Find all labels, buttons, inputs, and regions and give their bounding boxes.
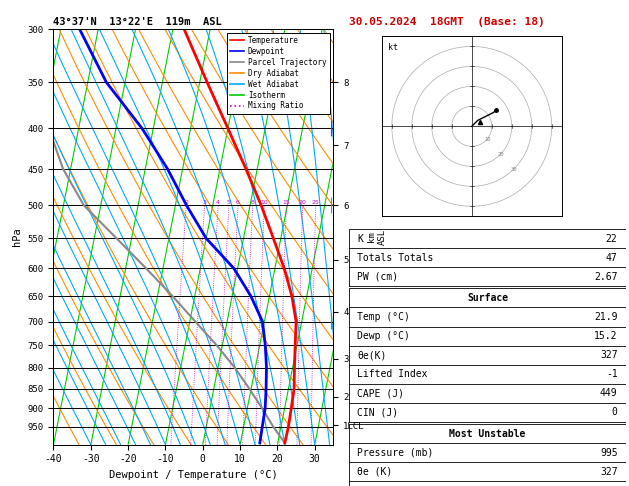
Text: 22: 22: [606, 234, 618, 243]
Text: 30.05.2024  18GMT  (Base: 18): 30.05.2024 18GMT (Base: 18): [349, 17, 545, 27]
Text: 10: 10: [260, 200, 268, 206]
Legend: Temperature, Dewpoint, Parcel Trajectory, Dry Adiabat, Wet Adiabat, Isotherm, Mi: Temperature, Dewpoint, Parcel Trajectory…: [227, 33, 330, 114]
Text: PW (cm): PW (cm): [357, 272, 399, 282]
Text: θe(K): θe(K): [357, 350, 387, 360]
Text: 449: 449: [600, 388, 618, 399]
Text: 4: 4: [216, 200, 220, 206]
Text: 327: 327: [600, 467, 618, 477]
Text: 30: 30: [511, 167, 517, 173]
Text: 20: 20: [299, 200, 306, 206]
Text: θe (K): θe (K): [357, 467, 392, 477]
Text: Totals Totals: Totals Totals: [357, 253, 434, 262]
Text: kt: kt: [388, 43, 398, 52]
Text: 21.9: 21.9: [594, 312, 618, 322]
Text: CIN (J): CIN (J): [357, 407, 399, 417]
Text: Surface: Surface: [467, 293, 508, 303]
Text: Temp (°C): Temp (°C): [357, 312, 410, 322]
Text: 15: 15: [282, 200, 290, 206]
Text: 5: 5: [227, 200, 231, 206]
X-axis label: Dewpoint / Temperature (°C): Dewpoint / Temperature (°C): [109, 470, 278, 480]
Y-axis label: hPa: hPa: [12, 227, 22, 246]
Text: 995: 995: [600, 448, 618, 458]
Text: 10: 10: [485, 138, 491, 142]
Text: Pressure (mb): Pressure (mb): [357, 448, 434, 458]
Text: CAPE (J): CAPE (J): [357, 388, 404, 399]
Text: Dewp (°C): Dewp (°C): [357, 331, 410, 341]
Text: 0: 0: [611, 407, 618, 417]
Text: 20: 20: [498, 152, 504, 157]
Text: Most Unstable: Most Unstable: [449, 429, 526, 438]
Text: -1: -1: [606, 369, 618, 379]
Text: 2: 2: [184, 200, 188, 206]
Y-axis label: km
ASL: km ASL: [367, 229, 387, 245]
Text: 6: 6: [236, 200, 240, 206]
Text: 47: 47: [606, 253, 618, 262]
Text: K: K: [357, 234, 364, 243]
Text: 3: 3: [203, 200, 206, 206]
Text: Lifted Index: Lifted Index: [357, 369, 428, 379]
Text: 2.67: 2.67: [594, 272, 618, 282]
Text: 15.2: 15.2: [594, 331, 618, 341]
Text: 327: 327: [600, 350, 618, 360]
Text: 43°37'N  13°22'E  119m  ASL: 43°37'N 13°22'E 119m ASL: [53, 17, 222, 27]
Text: 25: 25: [312, 200, 320, 206]
Text: 8: 8: [251, 200, 255, 206]
